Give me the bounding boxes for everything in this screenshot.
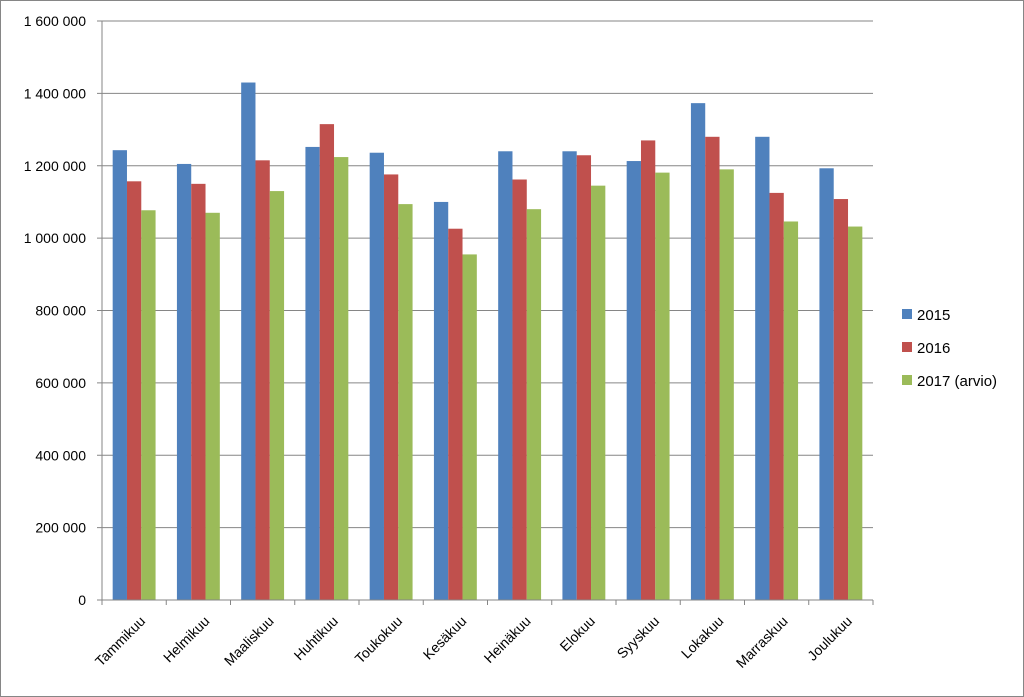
x-tick-label: Elokuu <box>556 613 598 655</box>
x-tick-label: Maaliskuu <box>221 613 277 669</box>
bar-2016-9 <box>705 136 720 601</box>
bar-2015-0 <box>112 150 127 600</box>
gridlines <box>102 20 873 529</box>
bar-2016-0 <box>126 181 142 601</box>
legend-label: 2016 <box>917 340 950 357</box>
axes <box>97 20 874 605</box>
bar-2017-arvio--10 <box>783 221 799 600</box>
bar-2017-arvio--5 <box>462 254 477 601</box>
bar-2015-9 <box>690 103 706 600</box>
bar-2016-6 <box>512 179 527 600</box>
bar-2016-8 <box>640 140 656 600</box>
bar-2015-11 <box>819 168 834 600</box>
x-tick-label: Marraskuu <box>733 613 791 671</box>
y-tick-label: 1 600 000 <box>24 13 86 29</box>
bar-2015-4 <box>369 152 384 600</box>
bar-2015-8 <box>626 161 641 600</box>
bar-2015-3 <box>305 146 320 600</box>
x-tick-label: Syyskuu <box>614 613 663 662</box>
bar-2015-6 <box>498 151 513 600</box>
bar-2017-arvio--11 <box>848 226 863 601</box>
bar-2017-arvio--6 <box>526 209 542 601</box>
bar-2016-7 <box>576 155 592 601</box>
x-tick-label: Kesäkuu <box>420 613 470 663</box>
y-tick-label: 1 000 000 <box>24 230 86 246</box>
bar-2015-10 <box>755 136 770 601</box>
legend: 2015 2016 2017 (arvio) <box>902 307 997 390</box>
bar-2017-arvio--3 <box>334 157 349 600</box>
y-tick-label: 800 000 <box>35 303 86 319</box>
legend-swatch <box>902 375 912 385</box>
bars <box>112 82 863 601</box>
x-tick-label: Heinäkuu <box>481 613 534 666</box>
y-tick-label: 1 200 000 <box>24 158 86 174</box>
bar-2015-5 <box>433 201 449 600</box>
bar-2017-arvio--4 <box>398 204 413 600</box>
x-tick-label: Lokakuu <box>678 613 727 662</box>
y-tick-label: 1 400 000 <box>24 85 86 101</box>
bar-2017-arvio--9 <box>719 169 734 600</box>
x-tick-labels: Tammikuu Helmikuu Maaliskuu Huhtikuu Toukoku… <box>92 613 855 671</box>
bar-2015-7 <box>562 151 577 600</box>
bar-2017-arvio--7 <box>591 185 606 600</box>
legend-label: 2017 (arvio) <box>917 373 997 390</box>
bar-2015-1 <box>176 163 192 601</box>
bar-2016-5 <box>448 228 463 600</box>
bar-2015-2 <box>241 82 256 601</box>
x-tick-label: Tammikuu <box>92 613 148 669</box>
bar-2016-3 <box>319 124 335 601</box>
bar-2016-11 <box>833 199 849 601</box>
legend-swatch <box>902 342 912 352</box>
x-tick-label: Huhtikuu <box>291 613 341 663</box>
x-tick-label: Toukokuu <box>352 613 406 667</box>
bar-2016-2 <box>255 160 270 600</box>
y-tick-label: 200 000 <box>35 520 86 536</box>
bar-2017-arvio--0 <box>141 210 156 600</box>
y-tick-label: 600 000 <box>35 375 86 391</box>
bar-2017-arvio--8 <box>655 172 670 601</box>
x-tick-label: Joulukuu <box>804 613 855 664</box>
y-tick-label: 0 <box>78 592 86 608</box>
y-tick-labels: 0 200 000 400 000 600 000 800 000 1 000 000 1 … <box>24 13 87 608</box>
bar-2017-arvio--1 <box>205 212 220 600</box>
x-tick-label: Helmikuu <box>160 613 213 666</box>
y-tick-label: 400 000 <box>35 447 86 463</box>
bar-2016-1 <box>191 183 206 600</box>
bar-2017-arvio--2 <box>269 191 285 601</box>
legend-swatch <box>902 309 912 319</box>
legend-label: 2015 <box>917 307 950 324</box>
bar-2016-4 <box>383 174 399 600</box>
bar-2016-10 <box>769 192 784 600</box>
